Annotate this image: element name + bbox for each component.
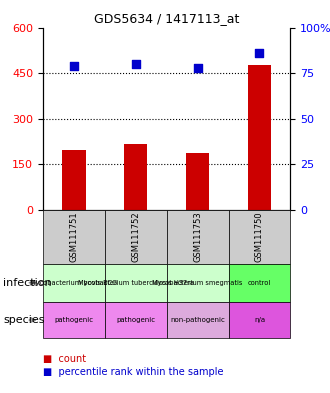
Bar: [62, 151, 85, 209]
Text: Mycobacterium tuberculosis H37ra: Mycobacterium tuberculosis H37ra: [78, 280, 194, 286]
Text: GSM111753: GSM111753: [193, 211, 202, 262]
Text: GSM111752: GSM111752: [131, 211, 140, 262]
Text: infection: infection: [3, 278, 52, 288]
Text: pathogenic: pathogenic: [116, 317, 155, 323]
Text: ■  count: ■ count: [43, 354, 86, 364]
Text: Mycobacterium bovis BCG: Mycobacterium bovis BCG: [30, 280, 117, 286]
Text: n/a: n/a: [254, 317, 265, 323]
Point: [195, 64, 200, 71]
Text: non-pathogenic: non-pathogenic: [170, 317, 225, 323]
Bar: [186, 154, 209, 209]
Title: GDS5634 / 1417113_at: GDS5634 / 1417113_at: [94, 12, 239, 25]
Point: [257, 50, 262, 56]
Point: [133, 61, 138, 67]
Text: species: species: [3, 315, 45, 325]
Text: GSM111751: GSM111751: [69, 211, 78, 262]
Text: pathogenic: pathogenic: [54, 317, 93, 323]
Text: GSM111750: GSM111750: [255, 211, 264, 262]
Text: control: control: [248, 280, 271, 286]
Bar: [248, 66, 271, 209]
Bar: [124, 144, 148, 209]
Text: Mycobacterium smegmatis: Mycobacterium smegmatis: [152, 280, 243, 286]
Point: [71, 62, 77, 69]
Text: ■  percentile rank within the sample: ■ percentile rank within the sample: [43, 367, 223, 377]
